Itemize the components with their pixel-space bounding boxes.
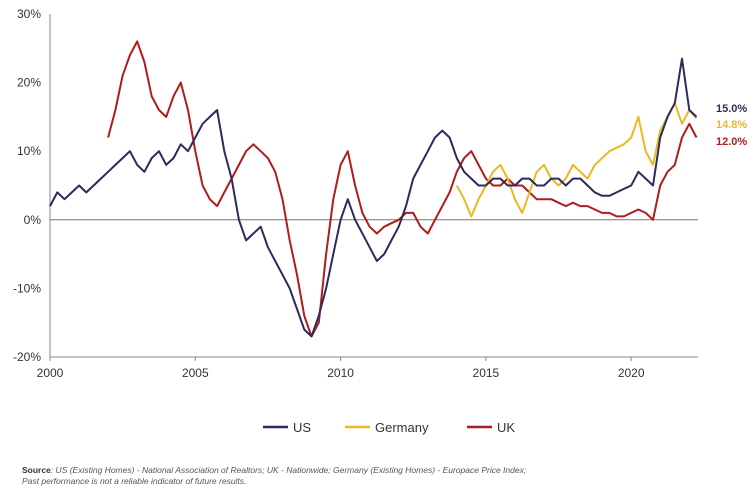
y-tick-label: 0% — [24, 213, 42, 227]
y-tick-label: 10% — [17, 144, 41, 158]
x-tick-label: 2015 — [473, 366, 500, 380]
series-line-us — [49, 57, 698, 338]
x-tick-label: 2000 — [37, 366, 64, 380]
end-label-germany: 14.8% — [716, 119, 747, 131]
legend: US Germany UK — [263, 420, 515, 435]
source-note: Source: US (Existing Homes) - National A… — [22, 465, 742, 487]
end-label-us: 15.0% — [716, 103, 747, 115]
y-axis-ticks: -20% -10% 0% 10% 20% 30% — [13, 7, 41, 364]
y-tick-label: 30% — [17, 7, 41, 21]
legend-label-germany: Germany — [375, 420, 429, 435]
y-tick-label: -10% — [13, 281, 41, 295]
legend-label-us: US — [293, 420, 311, 435]
legend-label-uk: UK — [497, 420, 515, 435]
series-line-germany — [455, 102, 698, 218]
x-tick-label: 2005 — [182, 366, 209, 380]
x-tick-label: 2020 — [618, 366, 645, 380]
series-end-labels: 15.0% 14.8% 12.0% — [716, 103, 747, 148]
series-lines — [49, 40, 698, 338]
y-tick-label: -20% — [13, 350, 41, 364]
x-axis-ticks: 2000 2005 2010 2015 2020 — [37, 357, 645, 380]
source-label: Source — [22, 465, 51, 475]
end-label-uk: 12.0% — [716, 136, 747, 148]
source-text: : US (Existing Homes) - National Associa… — [50, 465, 527, 475]
disclaimer-text: Past performance is not a reliable indic… — [22, 476, 247, 486]
series-line-uk — [107, 40, 698, 338]
x-tick-label: 2010 — [327, 366, 354, 380]
y-tick-label: 20% — [17, 76, 41, 90]
